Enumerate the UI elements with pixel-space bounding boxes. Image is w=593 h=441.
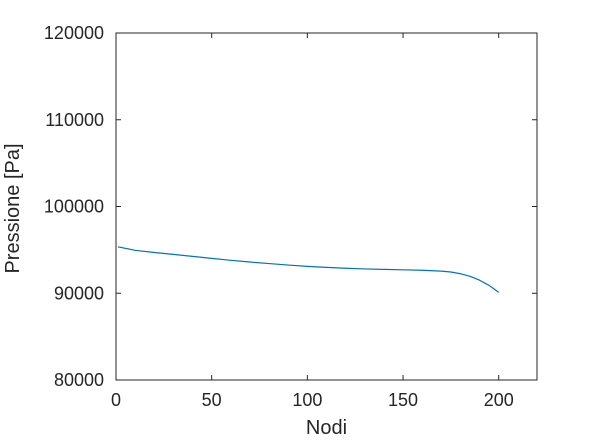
y-tick-label: 110000 [45, 110, 104, 130]
x-tick-label: 150 [388, 390, 418, 410]
y-axis-label: Pressione [Pa] [2, 143, 24, 273]
series-layer [117, 246, 500, 293]
y-tick-label: 90000 [54, 283, 104, 303]
y-tick-label: 80000 [54, 370, 104, 390]
x-axis-label: Nodi [306, 417, 347, 439]
series-line [117, 246, 500, 293]
x-tick-label: 50 [202, 390, 222, 410]
y-tick-label: 120000 [44, 23, 104, 43]
plot-area [115, 32, 538, 381]
x-tick-label: 100 [292, 390, 322, 410]
x-tick-label: 0 [111, 390, 121, 410]
axis-ticks: 0 50 100 150 200 80000 90000 100000 110000 120000 [44, 23, 537, 410]
y-tick-label: 100000 [44, 197, 104, 217]
x-tick-label: 200 [484, 390, 514, 410]
